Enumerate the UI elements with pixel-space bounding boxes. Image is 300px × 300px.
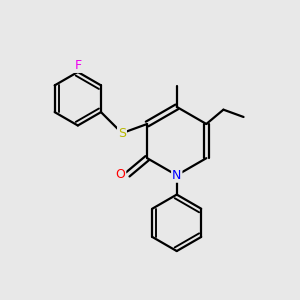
Text: S: S — [118, 127, 126, 140]
Text: N: N — [172, 169, 182, 182]
Text: F: F — [74, 59, 81, 72]
Text: O: O — [116, 168, 125, 181]
